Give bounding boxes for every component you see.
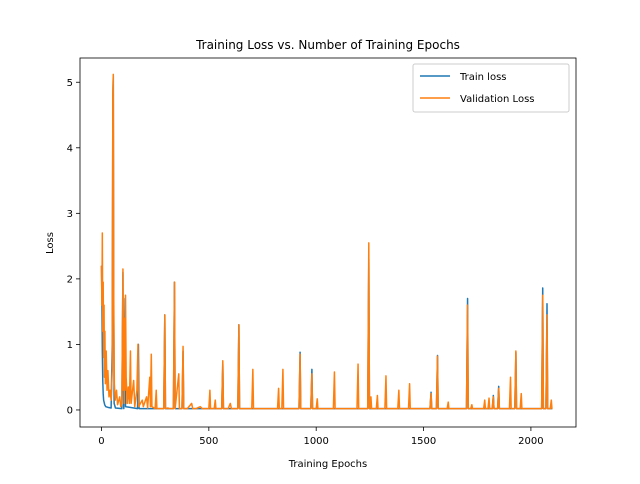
legend-box — [412, 63, 570, 113]
plot-frame — [79, 57, 577, 428]
legend-label-train-loss: Train loss — [459, 72, 507, 83]
y-tick-label: 3 — [67, 209, 73, 220]
chart-title: Training Loss vs. Number of Training Epo… — [195, 38, 460, 52]
y-axis-label: Loss — [45, 232, 56, 254]
x-tick-label: 1000 — [303, 436, 328, 447]
y-tick-label: 5 — [67, 78, 73, 89]
legend: Train loss Validation Loss — [412, 63, 570, 113]
x-tick-label: 500 — [199, 436, 218, 447]
y-tick-label: 4 — [67, 143, 73, 154]
plot-lines — [100, 73, 553, 410]
y-tick-label: 0 — [67, 405, 73, 416]
y-axis: 0 1 2 3 4 5 — [67, 78, 80, 416]
y-tick-label: 1 — [67, 340, 73, 351]
y-tick-label: 2 — [67, 274, 73, 285]
x-axis-label: Training Epochs — [288, 459, 367, 470]
legend-label-validation-loss: Validation Loss — [460, 94, 535, 105]
x-tick-label: 0 — [98, 436, 104, 447]
x-tick-label: 2000 — [518, 436, 543, 447]
series-line-validation-loss — [100, 73, 553, 410]
x-tick-label: 1500 — [411, 436, 436, 447]
x-axis: 0 500 1000 1500 2000 — [98, 427, 544, 447]
